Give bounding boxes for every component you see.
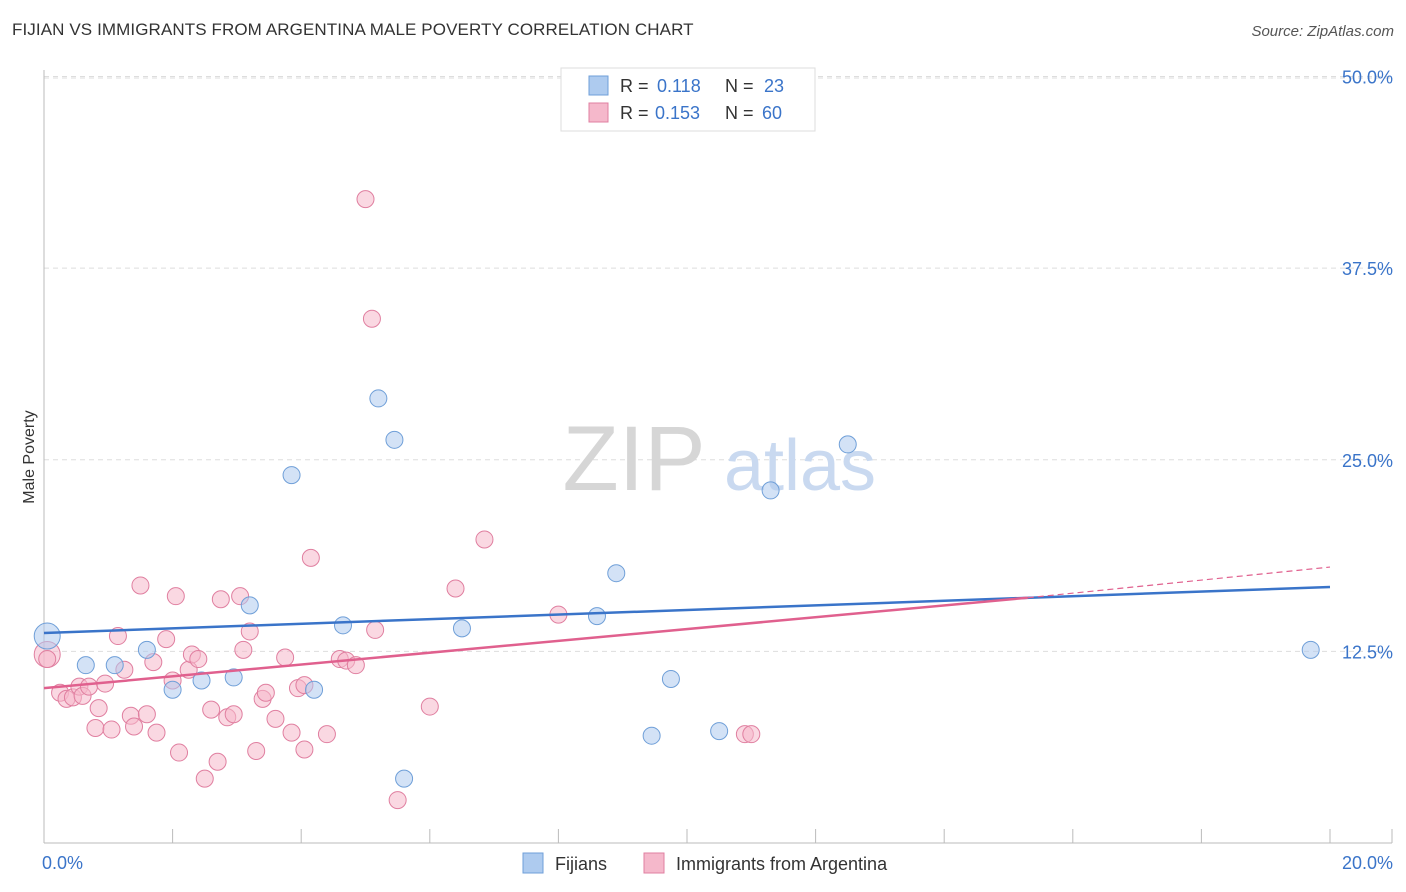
argentina-point	[108, 627, 127, 646]
fijians-point	[369, 389, 388, 408]
y-tick-label: 12.5%	[1342, 642, 1393, 662]
argentina-point	[208, 752, 227, 771]
fijians-point	[224, 668, 243, 687]
y-tick-label: 25.0%	[1342, 451, 1393, 471]
argentina-point	[420, 697, 439, 716]
argentina-point	[102, 720, 121, 739]
argentina-point	[157, 630, 176, 649]
legend-bottom-fijians-label: Fijians	[555, 854, 607, 874]
argentina-point	[366, 620, 385, 639]
legend-n-value: 60	[762, 103, 782, 123]
argentina-point	[89, 699, 108, 718]
fijians-point	[838, 435, 857, 454]
fijians-point	[163, 680, 182, 699]
fijians-point	[333, 616, 352, 635]
argentina-point	[317, 725, 336, 744]
legend-r-value: 0.118	[657, 76, 701, 96]
x-tick-label: 20.0%	[1342, 853, 1393, 873]
fijians-point	[661, 669, 680, 688]
argentina-point	[170, 743, 189, 762]
argentina-point	[301, 548, 320, 567]
fijians-point	[607, 564, 626, 583]
legend-argentina-swatch	[588, 102, 609, 123]
argentina-point	[224, 705, 243, 724]
argentina-point	[362, 309, 381, 328]
fijians-point	[282, 466, 301, 485]
legend-bottom-argentina-swatch	[643, 852, 665, 874]
argentina-point	[240, 622, 259, 641]
fijians-point	[137, 640, 156, 659]
legend-fijians-swatch	[588, 75, 609, 96]
x-tick-label: 0.0%	[42, 853, 83, 873]
watermark-zip: ZIP	[562, 408, 705, 510]
argentina-point	[742, 725, 761, 744]
legend-bottom-argentina-label: Immigrants from Argentina	[676, 854, 888, 874]
argentina-point	[276, 648, 295, 667]
legend-n-label: N =	[725, 76, 754, 96]
argentina-point	[189, 650, 208, 669]
fijians-point	[587, 607, 606, 626]
fijians-point	[33, 622, 61, 650]
argentina-point	[234, 640, 253, 659]
argentina-point	[446, 579, 465, 598]
argentina-point	[137, 705, 156, 724]
trend-lines	[43, 566, 1331, 690]
series-fijians-points	[33, 389, 1320, 788]
legend-r-label: R =	[620, 76, 649, 96]
argentina-point	[388, 791, 407, 810]
argentina-point	[147, 723, 166, 742]
fijians-point	[305, 680, 324, 699]
fijians-trend-line	[43, 585, 1331, 635]
argentina-point	[38, 650, 57, 669]
argentina-point	[356, 190, 375, 209]
argentina-point	[202, 700, 221, 719]
legend-bottom-fijians-swatch	[522, 852, 544, 874]
argentina-trend-line	[43, 596, 1028, 690]
fijians-point	[105, 656, 124, 675]
argentina-point	[475, 530, 494, 549]
x-axis-ticks	[43, 829, 1393, 843]
fijians-point	[385, 430, 404, 449]
y-axis-label: Male Poverty	[21, 410, 38, 503]
legend-top: R = 0.118 N = 23 R = 0.153 N = 60	[560, 67, 816, 132]
argentina-point	[86, 719, 105, 738]
argentina-point	[256, 683, 275, 702]
fijians-point	[395, 769, 414, 788]
argentina-point	[195, 769, 214, 788]
chart-title: FIJIAN VS IMMIGRANTS FROM ARGENTINA MALE…	[12, 20, 694, 39]
argentina-point	[211, 590, 230, 609]
x-tick-labels: 0.0% 20.0%	[42, 853, 1393, 873]
argentina-point	[247, 742, 266, 761]
fijians-point	[1301, 640, 1320, 659]
argentina-trend-extension	[1027, 566, 1331, 599]
legend-n-label: N =	[725, 103, 754, 123]
y-tick-labels: 12.5% 25.0% 37.5% 50.0%	[1342, 68, 1393, 663]
fijians-point	[76, 656, 95, 675]
fijians-point	[761, 481, 780, 500]
series-argentina-points	[33, 190, 761, 810]
legend-r-value: 0.153	[655, 103, 700, 123]
legend-n-value: 23	[764, 76, 784, 96]
fijians-point	[642, 726, 661, 745]
argentina-point	[131, 576, 150, 595]
grid-lines	[44, 76, 1392, 652]
argentina-point	[80, 677, 99, 696]
fijians-point	[452, 619, 471, 638]
y-tick-label: 37.5%	[1342, 259, 1393, 279]
fijians-point	[192, 671, 211, 690]
legend-bottom: Fijians Immigrants from Argentina	[522, 852, 888, 874]
fijians-point	[710, 722, 729, 741]
legend-r-label: R =	[620, 103, 649, 123]
argentina-point	[282, 723, 301, 742]
source-label: Source: ZipAtlas.com	[1251, 23, 1394, 40]
argentina-point	[295, 740, 314, 759]
argentina-point	[266, 709, 285, 728]
fijians-point	[240, 596, 259, 615]
argentina-point	[166, 587, 185, 606]
argentina-point	[125, 717, 144, 736]
y-tick-label: 50.0%	[1342, 68, 1393, 88]
